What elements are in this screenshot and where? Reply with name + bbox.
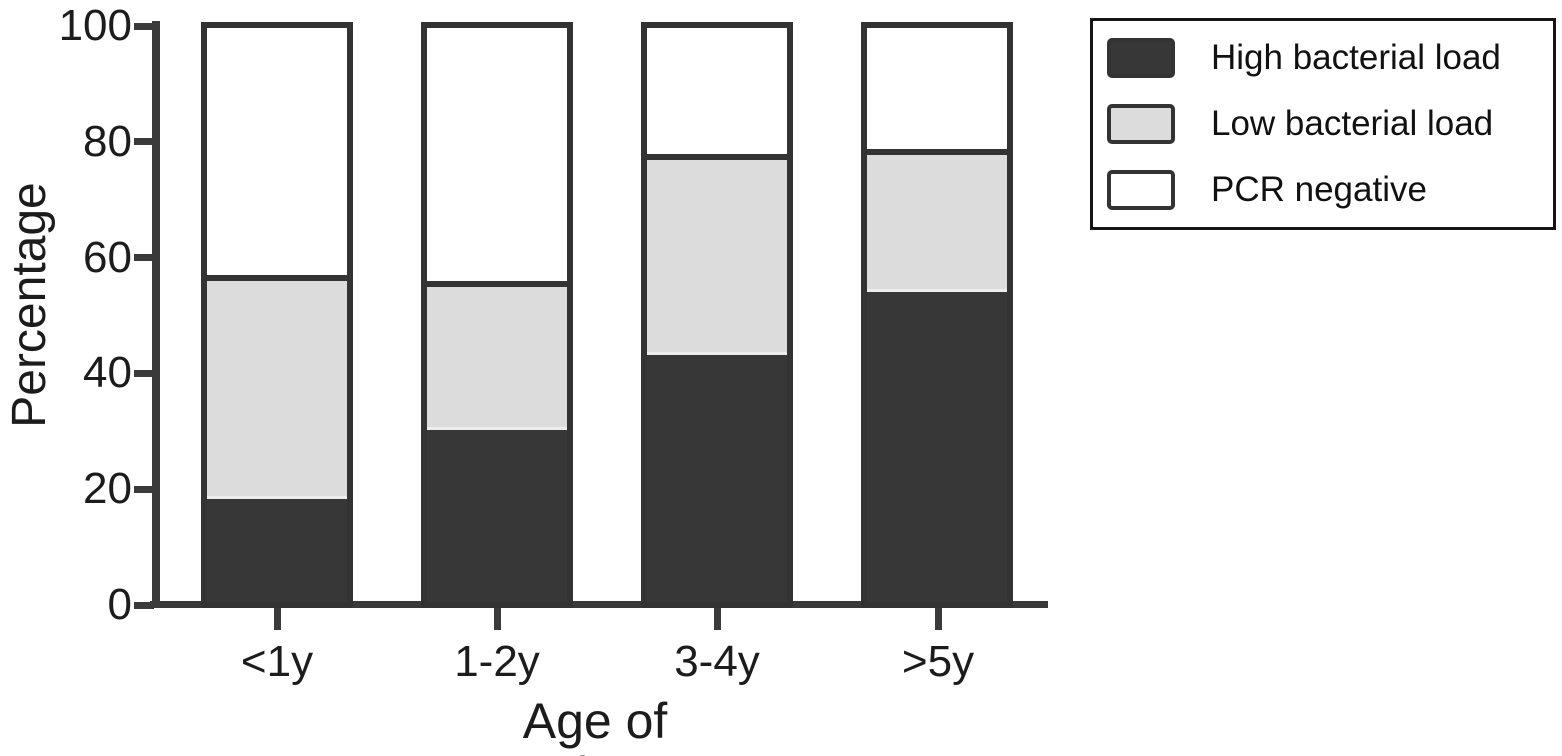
bar-segment-pcr-negative: [427, 28, 567, 281]
y-tick-0: [134, 601, 154, 609]
bar-1: [201, 22, 353, 608]
bar-segment-low-bacterial-load: [207, 274, 347, 496]
bar-segment-high-bacterial-load: [647, 352, 787, 602]
x-tick-label-3: 3-4y: [674, 637, 760, 686]
legend-label: PCR negative: [1211, 170, 1427, 209]
bar-4: [861, 22, 1013, 608]
x-tick-3: [713, 608, 721, 630]
bar-segment-pcr-negative: [647, 28, 787, 155]
y-tick-label-80: 80: [83, 116, 132, 166]
y-tick-100: [134, 22, 154, 30]
x-axis-title: Age of patients: [507, 693, 682, 756]
bar-segment-low-bacterial-load: [867, 148, 1007, 290]
y-tick-80: [134, 138, 154, 146]
y-tick-40: [134, 369, 154, 377]
x-tick-label-2: 1-2y: [454, 637, 540, 686]
legend-label: Low bacterial load: [1211, 104, 1494, 143]
y-tick-label-100: 100: [58, 1, 132, 50]
legend-label: High bacterial load: [1211, 38, 1501, 77]
x-tick-label-4: >5y: [901, 637, 975, 686]
y-tick-label-0: 0: [107, 580, 132, 629]
y-axis-title: Percentage: [3, 182, 56, 428]
legend-item-3: PCR negative: [1093, 157, 1553, 223]
x-tick-4: [934, 608, 942, 630]
bar-3: [641, 22, 793, 608]
bar-segment-pcr-negative: [867, 28, 1007, 149]
y-tick-20: [134, 485, 154, 493]
x-tick-1: [273, 608, 281, 630]
bar-segment-low-bacterial-load: [427, 280, 567, 427]
x-tick-label-1: <1y: [240, 637, 314, 686]
bar-segment-low-bacterial-load: [647, 154, 787, 353]
y-tick-label-40: 40: [83, 348, 132, 398]
bar-2: [421, 22, 573, 608]
bar-segment-high-bacterial-load: [867, 289, 1007, 602]
y-tick-60: [134, 254, 154, 262]
legend-item-1: High bacterial load: [1093, 25, 1553, 91]
y-tick-label-20: 20: [83, 464, 132, 514]
x-tick-2: [493, 608, 501, 630]
y-tick-label-60: 60: [83, 232, 132, 282]
bar-segment-high-bacterial-load: [427, 426, 567, 602]
y-axis-line: [152, 21, 160, 608]
legend-item-2: Low bacterial load: [1093, 91, 1553, 157]
bar-segment-pcr-negative: [207, 28, 347, 275]
legend-swatch-low-bacterial-load: [1107, 104, 1175, 144]
legend-swatch-pcr-negative: [1107, 170, 1175, 210]
x-axis-line: [150, 601, 1048, 608]
bar-segment-high-bacterial-load: [207, 495, 347, 602]
legend-swatch-high-bacterial-load: [1107, 38, 1175, 78]
legend-box: High bacterial load Low bacterial load PCR…: [1090, 18, 1556, 230]
